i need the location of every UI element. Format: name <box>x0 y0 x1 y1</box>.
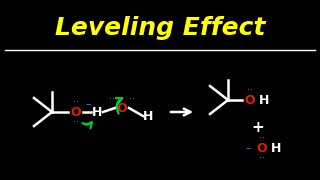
Text: H: H <box>271 141 281 154</box>
Text: H: H <box>143 109 153 123</box>
Text: +: + <box>252 120 264 136</box>
Text: ··: ·· <box>259 133 265 143</box>
Text: O: O <box>245 93 255 107</box>
Text: ··: ·· <box>129 94 135 104</box>
Text: ··: ·· <box>73 97 79 107</box>
Text: –: – <box>85 99 91 109</box>
Text: –: – <box>245 143 251 153</box>
Text: ··: ·· <box>247 85 253 95</box>
Text: Leveling Effect: Leveling Effect <box>55 16 265 40</box>
Text: ··: ·· <box>73 117 79 127</box>
Text: ··: ·· <box>109 94 115 104</box>
Text: O: O <box>117 102 127 114</box>
Text: H: H <box>92 105 102 118</box>
Text: O: O <box>71 105 81 118</box>
Text: H: H <box>259 93 269 107</box>
Text: ··: ·· <box>259 153 265 163</box>
Text: O: O <box>257 141 267 154</box>
